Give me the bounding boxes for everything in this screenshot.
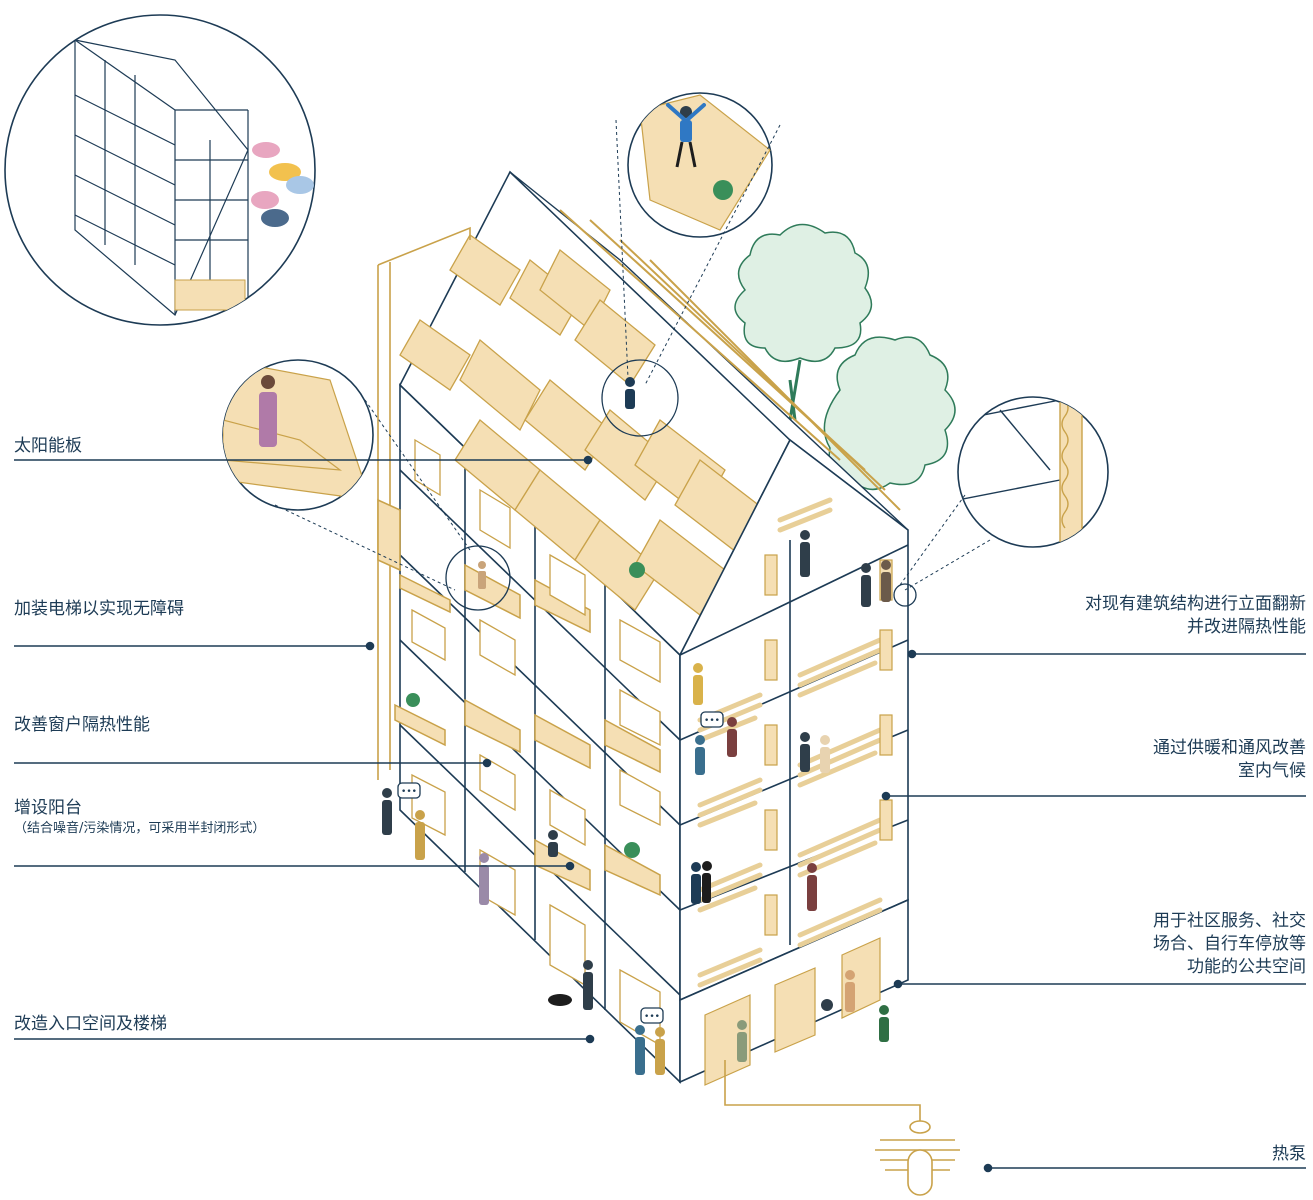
- roof-stripes: [559, 209, 901, 511]
- label-heat-pump: 热泵: [1272, 1144, 1306, 1164]
- label-indoor-climate: 通过供暖和通风改善 室内气候: [1153, 737, 1306, 783]
- label-public-line-1: 用于社区服务、社交: [1153, 911, 1306, 931]
- label-public-space: 用于社区服务、社交 场合、自行车停放等 功能的公共空间: [1153, 910, 1306, 979]
- heat-pump: [724, 1060, 960, 1196]
- section-radiators: [764, 554, 893, 936]
- label-facade-line-1: 对现有建筑结构进行立面翻新: [1085, 594, 1306, 614]
- solar-panels: [399, 234, 766, 616]
- label-climate-line-1: 通过供暖和通风改善: [1153, 738, 1306, 758]
- label-elevator: 加装电梯以实现无障碍: [14, 599, 184, 619]
- label-climate-line-2: 室内气候: [1238, 761, 1306, 781]
- label-balcony-title: 增设阳台: [14, 798, 82, 818]
- people: [382, 377, 891, 1075]
- label-solar-panels: 太阳能板: [14, 436, 82, 456]
- detail-circle-balcony: [222, 359, 374, 511]
- zoom-lines: [274, 119, 991, 611]
- detail-circle-facade: [957, 396, 1109, 548]
- label-public-line-3: 功能的公共空间: [1187, 957, 1306, 977]
- detail-circle-existing-building: [4, 14, 316, 326]
- label-public-line-2: 场合、自行车停放等: [1153, 934, 1306, 954]
- label-facade-renovation: 对现有建筑结构进行立面翻新 并改进隔热性能: [1085, 593, 1306, 639]
- facade-detail-marker: [893, 583, 917, 607]
- label-balcony-note: （结合噪音/污染情况，可采用半封闭形式）: [14, 821, 266, 836]
- ground-floor-doors: [704, 937, 881, 1086]
- label-facade-line-2: 并改进隔热性能: [1187, 617, 1306, 637]
- balconies: [394, 563, 661, 897]
- label-window-insulation: 改善窗户隔热性能: [14, 715, 150, 735]
- floor-heating: [697, 497, 883, 988]
- speech-bubble-text: •••: [704, 716, 720, 726]
- speech-bubbles: [397, 711, 724, 1024]
- leader-lines: [14, 455, 1306, 1173]
- elevator-shaft: [377, 226, 471, 780]
- label-entrance: 改造入口空间及楼梯: [14, 1014, 167, 1034]
- detail-circle-rooftop: [627, 92, 773, 238]
- speech-bubble-text: •••: [644, 1012, 660, 1022]
- label-balcony: 增设阳台 （结合噪音/污染情况，可采用半封闭形式）: [14, 797, 265, 838]
- speech-bubble-text: •••: [401, 787, 417, 797]
